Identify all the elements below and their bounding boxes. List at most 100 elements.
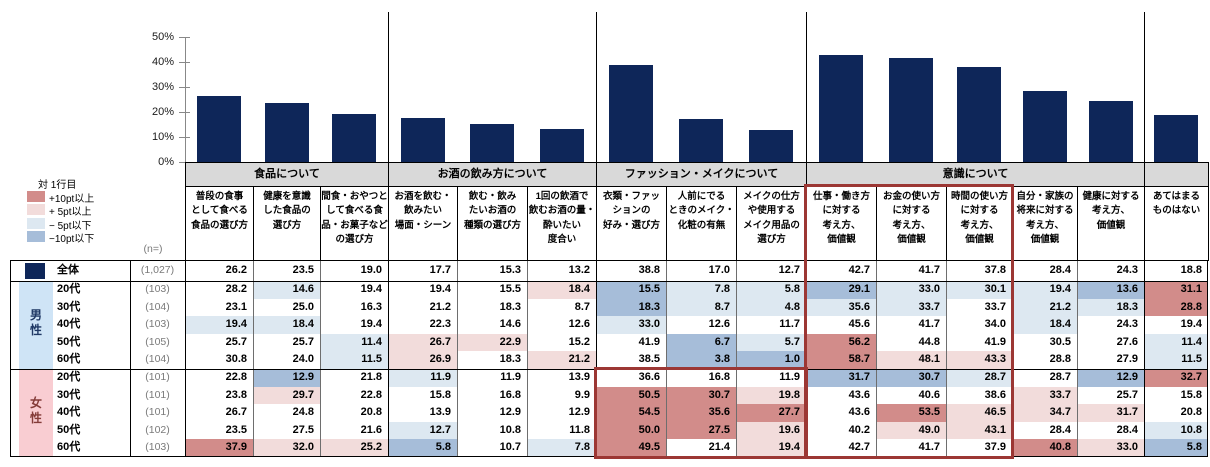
table-cell-value: 11.9: [500, 371, 521, 383]
table-cell-value: 15.2: [568, 335, 590, 348]
table-cell-value: 58.7: [848, 353, 870, 366]
table-cell-value: 25.0: [292, 300, 314, 313]
y-axis-tick: [179, 37, 190, 38]
table-cell-value: 12.7: [778, 264, 800, 276]
table-cell-value: 24.0: [292, 353, 314, 366]
table-cell-value: 29.7: [292, 388, 314, 401]
table-cell-highlight: [253, 439, 320, 457]
table-cell-value: 50.5: [638, 388, 660, 401]
table-cell-value: 38.6: [984, 388, 1006, 401]
table-cell-value: 29.1: [848, 283, 870, 295]
table-cell-highlight: [527, 281, 596, 299]
y-axis-tick: [179, 112, 190, 113]
group-header: 意識について: [806, 162, 1145, 187]
table-cell-value: 13.9: [568, 371, 590, 383]
table-cell-highlight: [1077, 281, 1144, 299]
column-header: 自分・家族の 将来に対する 考え方、 価値観: [1012, 186, 1078, 261]
table-cell-highlight: [253, 281, 320, 299]
table-cell-value: 5.8: [1186, 441, 1202, 454]
table-frame-line: [10, 260, 11, 457]
table-cell-value: 37.9: [225, 441, 247, 454]
table-cell-value: 31.1: [1180, 283, 1202, 295]
bar: [1154, 115, 1198, 162]
group-separator-line: [388, 12, 389, 162]
table-cell-highlight: [946, 404, 1012, 422]
table-cell-value: 38.5: [638, 353, 660, 366]
column-header: お酒を飲む・ 飲みたい 場面・シーン: [388, 186, 458, 261]
table-cell-highlight: [1012, 281, 1077, 299]
column-header: 健康を意識 した食品の 選び方: [253, 186, 321, 261]
table-cell-highlight: [253, 369, 320, 387]
column-grid-line: [527, 260, 528, 457]
table-cell-value: 26.7: [429, 335, 451, 348]
column-grid-line: [946, 260, 947, 457]
table-cell-highlight: [1144, 369, 1208, 387]
column-header: 飲む・飲み たいお酒の 種類の選び方: [457, 186, 528, 261]
table-cell-value: 28.4: [1049, 264, 1071, 276]
legend-swatch-dark_pink: [27, 191, 45, 202]
row-label: 60代: [57, 441, 81, 454]
table-cell-value: 14.6: [292, 283, 314, 295]
table-cell-value: 3.8: [714, 353, 730, 366]
table-cell-value: 24.8: [292, 406, 314, 419]
bar: [1088, 101, 1133, 162]
table-cell-value: 43.6: [848, 406, 870, 419]
legend-item-label: − 5pt以下: [49, 220, 92, 232]
row-separator-line: [10, 281, 1208, 282]
table-cell-highlight: [596, 298, 666, 317]
table-cell-highlight: [527, 439, 596, 457]
table-cell-value: 11.9: [779, 371, 800, 383]
row-n: (102): [145, 423, 170, 436]
table-cell-highlight: [946, 351, 1012, 369]
table-cell-value: 33.0: [1116, 441, 1138, 454]
table-cell-highlight: [666, 386, 736, 405]
table-cell-value: 20.8: [1180, 406, 1202, 419]
row-label: 20代: [57, 371, 81, 383]
table-cell-value: 11.5: [361, 353, 382, 366]
table-cell-highlight: [596, 439, 666, 457]
table-cell-highlight: [320, 439, 388, 457]
table-cell-value: 43.1: [984, 423, 1006, 436]
table-cell-value: 31.7: [1116, 406, 1138, 419]
table-cell-highlight: [736, 404, 806, 422]
table-cell-highlight: [1077, 369, 1144, 387]
bar-chart: 50% 40% 30% 20% 10% 0%: [0, 0, 1210, 168]
table-cell-highlight: [806, 281, 876, 299]
column-header: 人前にでる ときのメイク・ 化粧の有無: [666, 186, 737, 261]
table-cell-highlight: [806, 298, 876, 317]
group-separator-line: [596, 12, 597, 162]
table-cell-highlight: [1144, 281, 1208, 299]
column-grid-line: [1077, 260, 1078, 457]
row-n: (105): [145, 335, 170, 348]
table-cell-highlight: [1012, 404, 1077, 422]
bar: [400, 118, 445, 162]
table-cell-highlight: [1012, 439, 1077, 457]
table-cell-value: 27.5: [292, 423, 314, 436]
table-cell-value: 19.4: [429, 283, 451, 295]
table-cell-highlight: [596, 316, 666, 334]
table-cell-highlight: [946, 281, 1012, 299]
table-cell-highlight: [1012, 298, 1077, 317]
row-n: (103): [145, 441, 170, 454]
highlight-box-consciousness: [804, 184, 1014, 459]
table-cell-value: 37.8: [984, 264, 1006, 276]
table-cell-highlight: [666, 351, 736, 369]
bar: [679, 119, 723, 162]
table-cell-value: 21.2: [1049, 300, 1071, 313]
table-cell-highlight: [185, 316, 253, 334]
table-cell-value: 19.4: [360, 318, 382, 331]
y-axis-label: 10%: [151, 131, 174, 143]
table-cell-highlight: [1012, 316, 1077, 334]
legend-item-label: +10pt以上: [49, 194, 95, 205]
group-separator-line: [1144, 12, 1145, 162]
legend-item-label: −10pt以下: [49, 234, 95, 246]
row-n: (101): [145, 388, 170, 401]
column-grid-line: [596, 260, 597, 457]
legend-item-label: + 5pt以上: [49, 207, 92, 219]
table-cell-value: 28.7: [1049, 371, 1071, 383]
group-header: お酒の飲み方について: [388, 162, 597, 187]
group-separator-line: [806, 12, 807, 162]
table-cell-value: 25.7: [292, 335, 314, 348]
table-cell-highlight: [736, 333, 806, 352]
